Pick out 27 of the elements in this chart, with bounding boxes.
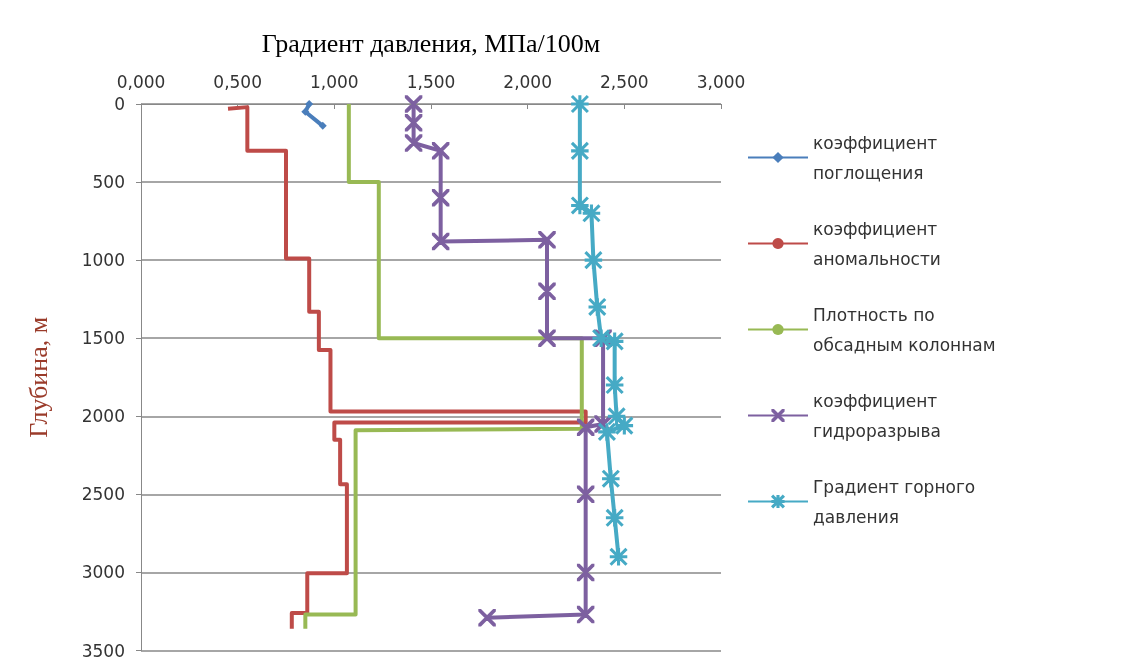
y-axis-title: Глубина, м xyxy=(23,316,53,438)
legend-label: Плотность по обсадным колоннам xyxy=(813,304,996,355)
x-tick-label: 0,500 xyxy=(213,71,262,92)
x-axis-title: Градиент давления, МПа/100м xyxy=(261,28,601,58)
x-tick-label: 2,000 xyxy=(503,71,552,92)
y-tick-label: 2500 xyxy=(81,484,125,505)
legend-label: коэффициент аномальности xyxy=(813,218,943,269)
point xyxy=(305,100,314,108)
y-tick-label: 500 xyxy=(92,172,125,193)
y-tick-label: 3500 xyxy=(81,640,125,659)
x-tick-label: 1,500 xyxy=(406,71,456,92)
legend-label: Градиент горного давления xyxy=(813,476,981,527)
point xyxy=(318,121,327,130)
x-tick-label: 1,000 xyxy=(310,71,359,92)
point xyxy=(571,95,589,113)
legend-label: коэффициент поглощения xyxy=(813,132,943,183)
legend-label: коэффициент гидроразрыва xyxy=(813,390,943,441)
y-tick-label: 2000 xyxy=(81,406,125,427)
y-tick-label: 3000 xyxy=(81,562,125,583)
y-tick-label: 0 xyxy=(114,94,125,114)
x-tick-label: 3,000 xyxy=(696,71,746,92)
x-tick-label: 0,000 xyxy=(116,71,166,92)
x-tick-label: 2,500 xyxy=(600,71,649,92)
y-tick-label: 1000 xyxy=(81,250,125,271)
point xyxy=(598,423,616,441)
y-tick-label: 1500 xyxy=(81,328,125,349)
point xyxy=(301,107,310,116)
